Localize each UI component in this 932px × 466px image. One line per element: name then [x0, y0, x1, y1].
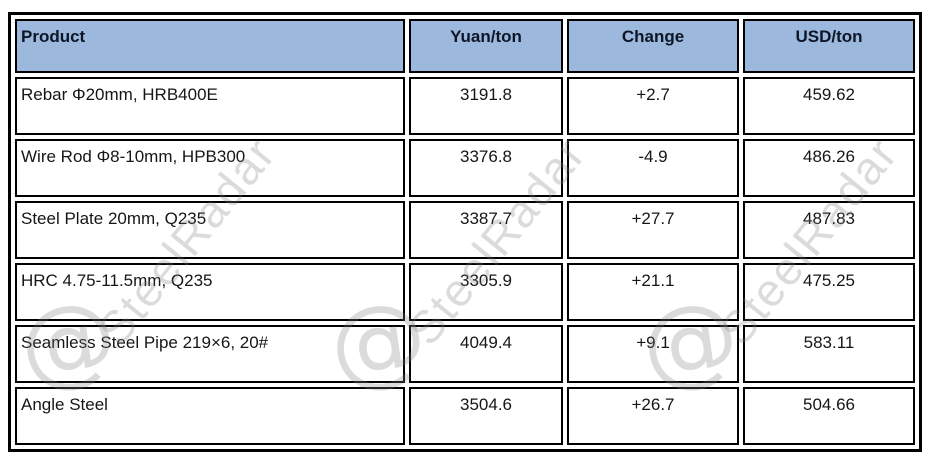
col-header-usd: USD/ton — [743, 19, 915, 73]
change-cell: +27.7 — [567, 201, 739, 259]
usd-cell: 504.66 — [743, 387, 915, 445]
col-header-change: Change — [567, 19, 739, 73]
table-row: Seamless Steel Pipe 219×6, 20# 4049.4 +9… — [15, 325, 915, 383]
change-cell: +9.1 — [567, 325, 739, 383]
change-cell: +26.7 — [567, 387, 739, 445]
product-cell: HRC 4.75-11.5mm, Q235 — [15, 263, 405, 321]
change-cell: +21.1 — [567, 263, 739, 321]
yuan-cell: 3376.8 — [409, 139, 563, 197]
yuan-cell: 3504.6 — [409, 387, 563, 445]
table-row: HRC 4.75-11.5mm, Q235 3305.9 +21.1 475.2… — [15, 263, 915, 321]
usd-cell: 475.25 — [743, 263, 915, 321]
usd-cell: 486.26 — [743, 139, 915, 197]
table-row: Wire Rod Φ8-10mm, HPB300 3376.8 -4.9 486… — [15, 139, 915, 197]
product-cell: Angle Steel — [15, 387, 405, 445]
table-row: Angle Steel 3504.6 +26.7 504.66 — [15, 387, 915, 445]
yuan-cell: 3305.9 — [409, 263, 563, 321]
product-cell: Steel Plate 20mm, Q235 — [15, 201, 405, 259]
price-table-frame: Product Yuan/ton Change USD/ton Rebar Φ2… — [8, 12, 922, 452]
product-cell: Wire Rod Φ8-10mm, HPB300 — [15, 139, 405, 197]
yuan-cell: 3387.7 — [409, 201, 563, 259]
product-cell: Rebar Φ20mm, HRB400E — [15, 77, 405, 135]
header-row: Product Yuan/ton Change USD/ton — [15, 19, 915, 73]
change-cell: -4.9 — [567, 139, 739, 197]
product-cell: Seamless Steel Pipe 219×6, 20# — [15, 325, 405, 383]
usd-cell: 583.11 — [743, 325, 915, 383]
usd-cell: 487.83 — [743, 201, 915, 259]
col-header-product: Product — [15, 19, 405, 73]
col-header-yuan: Yuan/ton — [409, 19, 563, 73]
table-row: Rebar Φ20mm, HRB400E 3191.8 +2.7 459.62 — [15, 77, 915, 135]
yuan-cell: 3191.8 — [409, 77, 563, 135]
change-cell: +2.7 — [567, 77, 739, 135]
table-row: Steel Plate 20mm, Q235 3387.7 +27.7 487.… — [15, 201, 915, 259]
usd-cell: 459.62 — [743, 77, 915, 135]
yuan-cell: 4049.4 — [409, 325, 563, 383]
steel-price-table: Product Yuan/ton Change USD/ton Rebar Φ2… — [11, 15, 919, 449]
